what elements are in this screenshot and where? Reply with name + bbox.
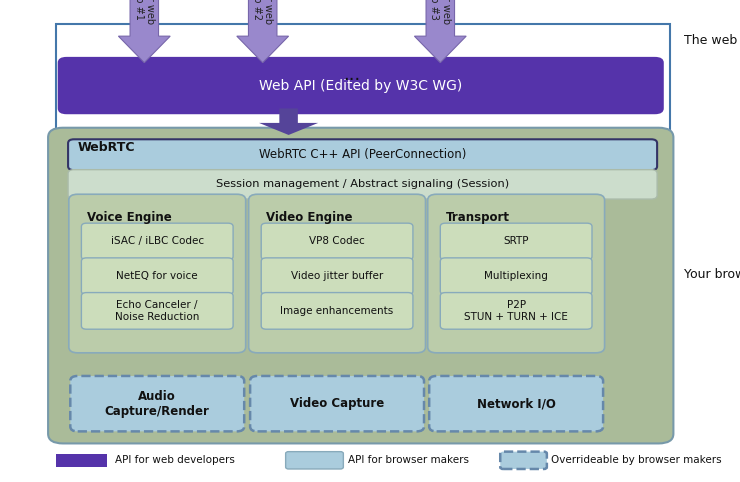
Text: NetEQ for voice: NetEQ for voice	[116, 271, 198, 281]
FancyBboxPatch shape	[69, 194, 246, 353]
Text: Audio
Capture/Render: Audio Capture/Render	[105, 389, 209, 418]
Text: Video Engine: Video Engine	[266, 211, 353, 224]
Text: Network I/O: Network I/O	[477, 397, 556, 410]
FancyBboxPatch shape	[261, 258, 413, 295]
Polygon shape	[414, 0, 466, 63]
Text: The web: The web	[684, 35, 738, 47]
FancyBboxPatch shape	[440, 293, 592, 329]
FancyBboxPatch shape	[250, 376, 424, 431]
FancyBboxPatch shape	[81, 258, 233, 295]
Text: Transport: Transport	[445, 211, 509, 224]
FancyBboxPatch shape	[429, 376, 603, 431]
Text: API for browser makers: API for browser makers	[348, 455, 469, 465]
Polygon shape	[118, 0, 170, 63]
Text: Web API (Edited by W3C WG): Web API (Edited by W3C WG)	[259, 79, 462, 93]
Text: Your web
app #2: Your web app #2	[252, 0, 274, 25]
FancyBboxPatch shape	[68, 139, 657, 170]
Text: Echo Canceler /
Noise Reduction: Echo Canceler / Noise Reduction	[115, 300, 200, 321]
FancyBboxPatch shape	[70, 376, 244, 431]
Text: Overrideable by browser makers: Overrideable by browser makers	[551, 455, 722, 465]
Polygon shape	[259, 108, 318, 135]
Text: Video Capture: Video Capture	[290, 397, 384, 410]
FancyBboxPatch shape	[249, 194, 426, 353]
FancyBboxPatch shape	[68, 170, 657, 199]
FancyBboxPatch shape	[261, 293, 413, 329]
Text: API for web developers: API for web developers	[115, 455, 235, 465]
Text: Voice Engine: Voice Engine	[87, 211, 172, 224]
Text: ...: ...	[343, 66, 360, 84]
FancyBboxPatch shape	[58, 57, 664, 114]
FancyBboxPatch shape	[440, 223, 592, 260]
Text: iSAC / iLBC Codec: iSAC / iLBC Codec	[111, 237, 204, 246]
Text: Session management / Abstract signaling (Session): Session management / Abstract signaling …	[216, 179, 509, 189]
FancyBboxPatch shape	[81, 293, 233, 329]
FancyBboxPatch shape	[428, 194, 605, 353]
Text: Image enhancements: Image enhancements	[280, 306, 394, 316]
FancyBboxPatch shape	[81, 223, 233, 260]
Text: Your web
app #3: Your web app #3	[429, 0, 451, 25]
FancyBboxPatch shape	[48, 128, 673, 443]
Polygon shape	[237, 0, 289, 63]
FancyBboxPatch shape	[440, 258, 592, 295]
Text: Your web
app #1: Your web app #1	[133, 0, 155, 25]
Text: SRTP: SRTP	[503, 237, 529, 246]
Text: Multiplexing: Multiplexing	[484, 271, 548, 281]
FancyBboxPatch shape	[261, 223, 413, 260]
FancyBboxPatch shape	[500, 452, 547, 469]
Text: VP8 Codec: VP8 Codec	[309, 237, 365, 246]
Text: P2P
STUN + TURN + ICE: P2P STUN + TURN + ICE	[464, 300, 568, 321]
Text: Your browser: Your browser	[684, 268, 740, 281]
Text: WebRTC C++ API (PeerConnection): WebRTC C++ API (PeerConnection)	[259, 148, 466, 161]
Text: Video jitter buffer: Video jitter buffer	[291, 271, 383, 281]
Text: WebRTC: WebRTC	[78, 141, 135, 153]
FancyBboxPatch shape	[286, 452, 343, 469]
FancyBboxPatch shape	[56, 454, 107, 467]
